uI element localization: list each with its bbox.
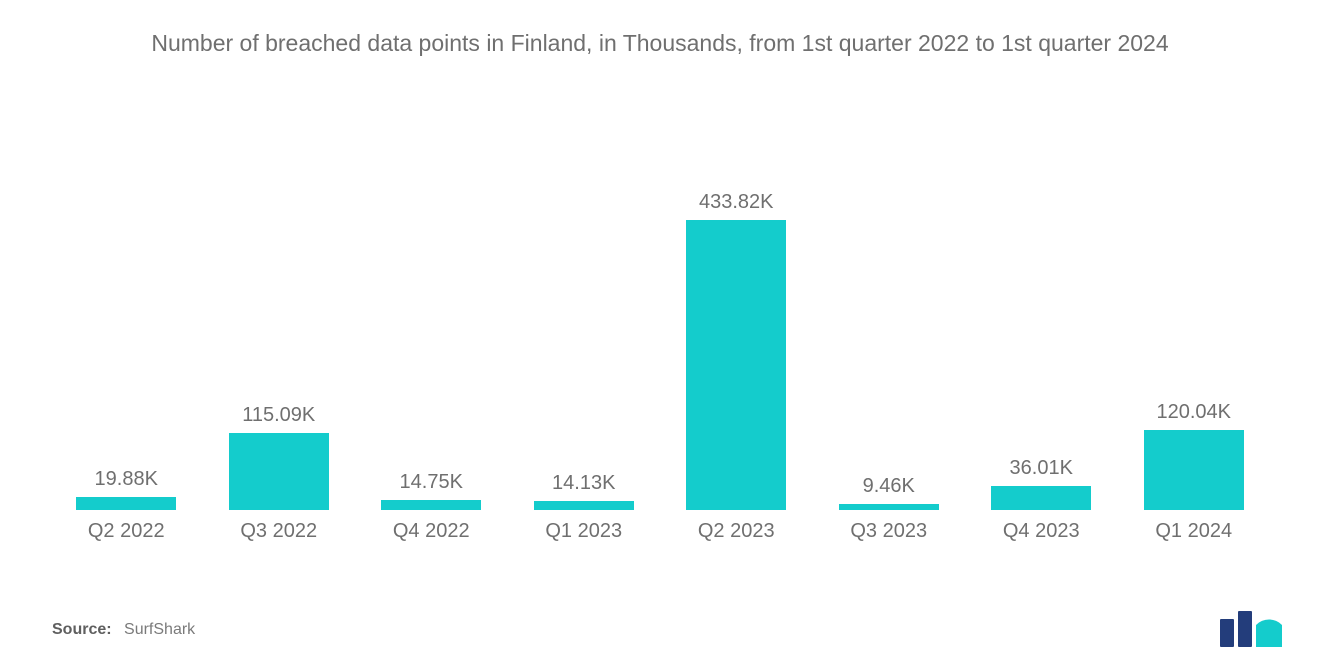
bar-slot: 14.13KQ1 2023 <box>508 150 661 510</box>
bar-slot: 115.09KQ3 2022 <box>203 150 356 510</box>
bar-value-label: 19.88K <box>95 468 158 491</box>
bar-chart: 19.88KQ2 2022115.09KQ3 202214.75KQ4 2022… <box>50 150 1270 510</box>
bar <box>686 220 786 510</box>
source-value: SurfShark <box>124 621 195 638</box>
bar-slot: 433.82KQ2 2023 <box>660 150 813 510</box>
bar-category-label: Q2 2023 <box>698 520 775 543</box>
bar-slot: 120.04KQ1 2024 <box>1118 150 1271 510</box>
bar-category-label: Q4 2023 <box>1003 520 1080 543</box>
brand-logo <box>1220 611 1282 647</box>
bar <box>381 500 481 510</box>
bar-slot: 19.88KQ2 2022 <box>50 150 203 510</box>
bar <box>534 501 634 510</box>
bar-value-label: 115.09K <box>242 404 315 427</box>
bar-value-label: 36.01K <box>1010 457 1073 480</box>
bar-value-label: 9.46K <box>863 475 915 498</box>
bar-slot: 9.46KQ3 2023 <box>813 150 966 510</box>
bar-category-label: Q1 2024 <box>1155 520 1232 543</box>
bar-category-label: Q2 2022 <box>88 520 165 543</box>
chart-title: Number of breached data points in Finlan… <box>0 0 1320 59</box>
bar-category-label: Q3 2023 <box>850 520 927 543</box>
bar <box>1144 430 1244 510</box>
bar <box>991 486 1091 510</box>
bar-category-label: Q4 2022 <box>393 520 470 543</box>
bar-slot: 36.01KQ4 2023 <box>965 150 1118 510</box>
bar <box>76 497 176 510</box>
bar-slot: 14.75KQ4 2022 <box>355 150 508 510</box>
bar-value-label: 120.04K <box>1156 401 1231 424</box>
source-label: Source: <box>52 621 112 638</box>
bar-value-label: 433.82K <box>699 191 774 214</box>
bar <box>839 504 939 510</box>
source-citation: Source: SurfShark <box>52 621 195 639</box>
bar-value-label: 14.75K <box>400 471 463 494</box>
bar-value-label: 14.13K <box>552 472 615 495</box>
bar-category-label: Q3 2022 <box>240 520 317 543</box>
bar <box>229 433 329 510</box>
bar-category-label: Q1 2023 <box>545 520 622 543</box>
